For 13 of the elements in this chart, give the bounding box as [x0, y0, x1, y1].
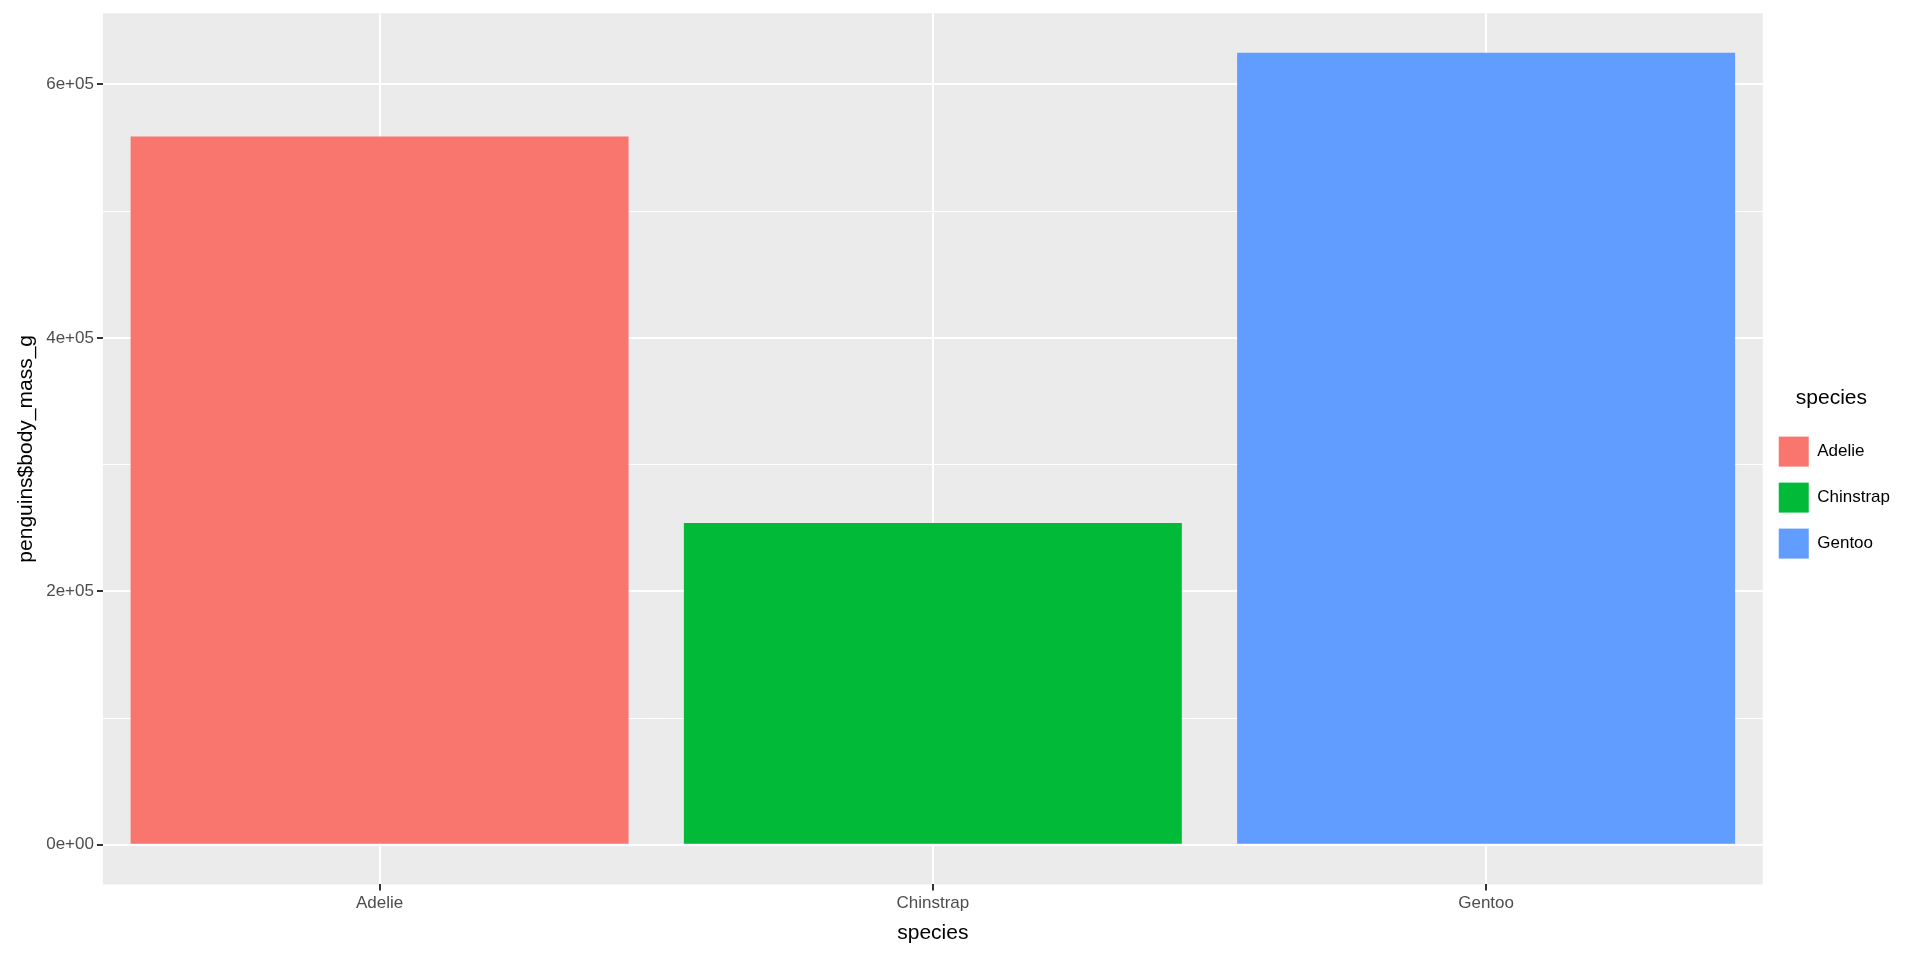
- legend-title: species: [1795, 384, 1867, 408]
- x-tick-label: Gentoo: [1458, 893, 1514, 913]
- legend-label: Chinstrap: [1817, 487, 1891, 507]
- legend-label: Gentoo: [1817, 533, 1874, 553]
- y-axis-title: penguins$body_mass_g: [13, 334, 38, 563]
- y-tick-label: 6e+05: [46, 74, 94, 94]
- y-tick-label: 4e+05: [46, 327, 94, 347]
- x-tick-label: Adelie: [355, 893, 404, 913]
- x-tick-label: Chinstrap: [896, 893, 970, 913]
- x-axis-title: species: [897, 920, 969, 944]
- y-tick-label: 2e+05: [46, 581, 94, 601]
- y-tick-label: 0e+00: [46, 834, 94, 854]
- legend-label: Adelie: [1817, 441, 1865, 461]
